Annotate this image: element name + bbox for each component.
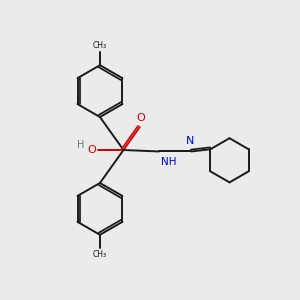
Text: N: N bbox=[186, 136, 194, 146]
Text: NH: NH bbox=[161, 157, 177, 167]
Text: O: O bbox=[136, 113, 145, 124]
Text: CH₃: CH₃ bbox=[93, 250, 107, 259]
Text: O: O bbox=[87, 145, 96, 155]
Text: H: H bbox=[76, 140, 84, 150]
Text: CH₃: CH₃ bbox=[93, 41, 107, 50]
